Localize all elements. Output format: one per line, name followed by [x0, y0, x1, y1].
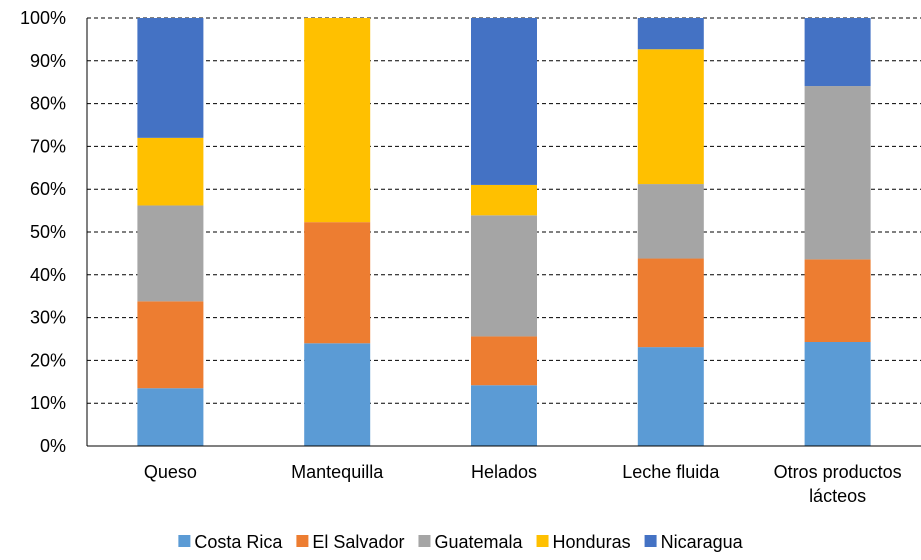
bar-segment	[304, 343, 371, 446]
bar-segment	[304, 18, 371, 223]
bar-segment	[637, 258, 704, 348]
legend-swatch	[536, 535, 549, 547]
bar-segment	[471, 184, 537, 216]
x-tick-label: Queso	[144, 462, 197, 482]
bar-segment	[804, 86, 871, 260]
x-tick-label: Otros productos	[774, 462, 902, 482]
y-tick-label: 20%	[30, 350, 66, 370]
y-tick-label: 60%	[30, 179, 66, 199]
legend-label: Nicaragua	[661, 532, 744, 552]
legend-swatch	[418, 535, 431, 547]
bar-segment	[637, 347, 704, 446]
y-tick-label: 40%	[30, 265, 66, 285]
bar-segment	[471, 215, 537, 337]
bar-segment	[137, 301, 204, 389]
bar-segment	[137, 137, 204, 206]
bar-segment	[804, 259, 871, 342]
x-tick-label: Mantequilla	[291, 462, 384, 482]
bar-segment	[804, 18, 871, 87]
y-tick-label: 10%	[30, 393, 66, 413]
y-tick-label: 30%	[30, 308, 66, 328]
y-tick-label: 50%	[30, 222, 66, 242]
bar-segment	[137, 388, 204, 446]
legend-swatch	[296, 535, 309, 547]
y-tick-label: 100%	[20, 8, 66, 28]
legend-label: Costa Rica	[194, 532, 283, 552]
legend-swatch	[644, 535, 657, 547]
y-axis-ticks: 0% 10% 20% 30% 40% 50% 60% 70% 80% 90% 100%	[20, 8, 66, 456]
x-tick-label: lácteos	[809, 486, 866, 506]
legend-label: Honduras	[553, 532, 631, 552]
bar-segment	[637, 49, 704, 185]
legend-label: El Salvador	[312, 532, 404, 552]
bars	[137, 18, 871, 446]
bar-segment	[471, 336, 537, 386]
bar-segment	[137, 205, 204, 302]
bar-segment	[637, 18, 704, 50]
x-axis-ticks: Queso Mantequilla Helados Leche fluida Otros…	[144, 462, 902, 506]
bar-segment	[637, 184, 704, 259]
x-tick-label: Helados	[471, 462, 537, 482]
bar-segment	[804, 341, 871, 446]
x-tick-label: Leche fluida	[622, 462, 720, 482]
legend-swatch	[178, 535, 191, 547]
y-tick-label: 90%	[30, 51, 66, 71]
y-tick-label: 0%	[40, 436, 66, 456]
axes	[86, 18, 921, 447]
legend-label: Guatemala	[434, 532, 523, 552]
legend: Costa Rica El Salvador Guatemala Honduras Ni…	[178, 532, 744, 552]
bar-segment	[137, 18, 204, 138]
y-tick-label: 80%	[30, 94, 66, 114]
bar-segment	[471, 18, 537, 185]
bar-segment	[471, 385, 537, 446]
bar-segment	[304, 222, 371, 344]
y-tick-label: 70%	[30, 136, 66, 156]
